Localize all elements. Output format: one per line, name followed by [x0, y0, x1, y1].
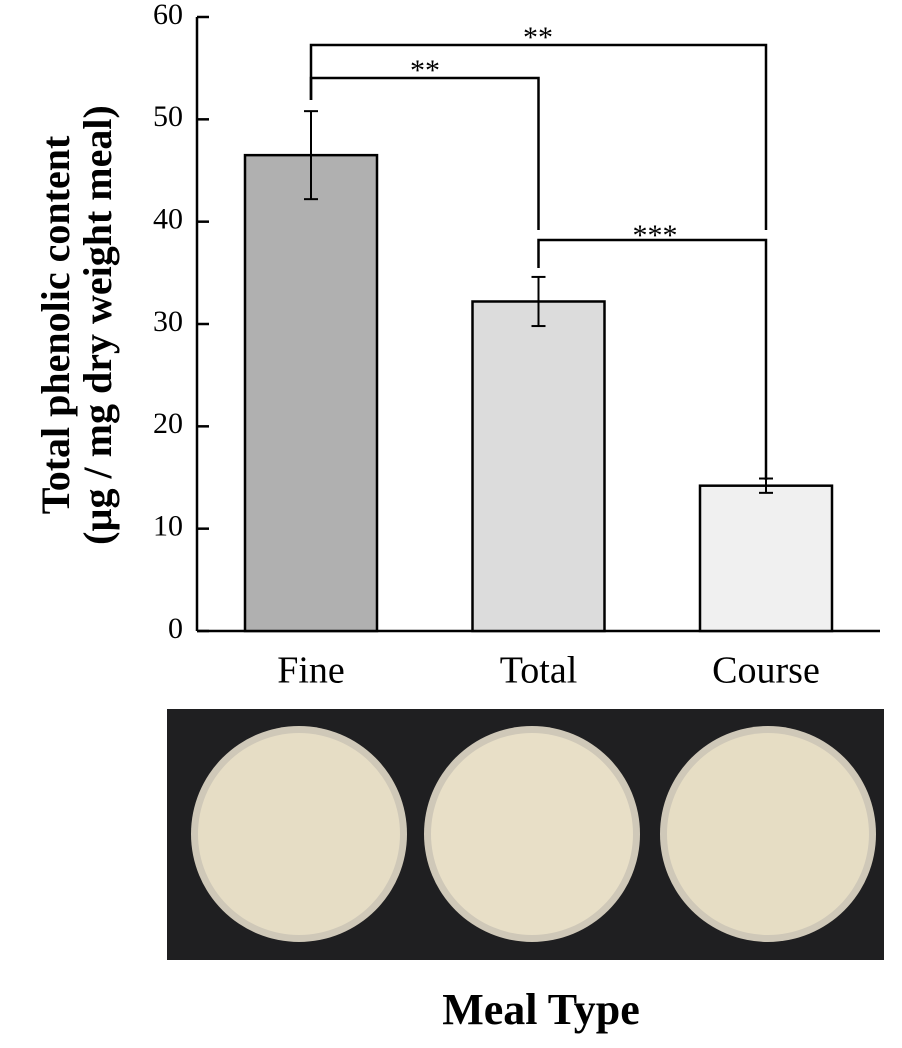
y-axis-label: (µg / mg dry weight meal): [75, 105, 120, 545]
y-tick-label: 60: [153, 0, 183, 31]
dish: [667, 733, 869, 935]
bar: [243, 153, 379, 633]
dish: [198, 733, 400, 935]
dish: [431, 733, 633, 935]
significance-bracket: [537, 238, 768, 480]
significance-label: ***: [633, 219, 678, 252]
x-tick-label: Course: [712, 650, 820, 692]
significance-label: **: [523, 21, 553, 54]
x-axis-label: Meal Type: [442, 985, 640, 1034]
x-tick-label: Total: [500, 650, 578, 692]
y-tick-label: 50: [153, 100, 183, 133]
significance-label: **: [410, 54, 440, 87]
y-tick-label: 20: [153, 407, 183, 440]
y-tick-label: 0: [168, 612, 183, 645]
bar: [698, 484, 834, 633]
y-tick-label: 40: [153, 203, 183, 236]
y-tick-label: 10: [153, 510, 183, 543]
x-tick-label: Fine: [277, 650, 345, 692]
y-tick-label: 30: [153, 305, 183, 338]
meal-photo: [167, 709, 884, 960]
significance-bracket: [309, 43, 768, 230]
bar: [471, 300, 606, 633]
y-axis-label: Total phenolic content: [33, 135, 78, 514]
significance-bracket: [309, 76, 540, 230]
